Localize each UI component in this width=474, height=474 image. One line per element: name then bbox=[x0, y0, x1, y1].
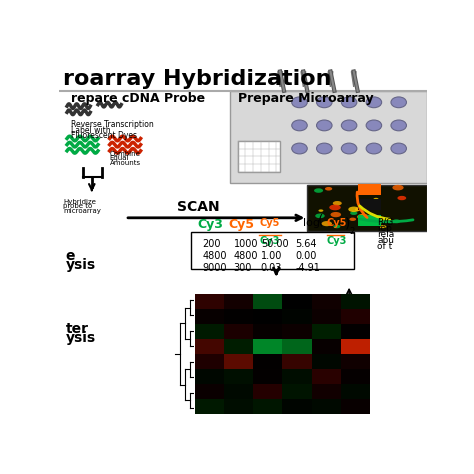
Text: of t: of t bbox=[377, 242, 392, 251]
Text: 0.00: 0.00 bbox=[296, 251, 317, 261]
Ellipse shape bbox=[350, 211, 357, 215]
Ellipse shape bbox=[380, 225, 386, 228]
Text: log: log bbox=[303, 218, 320, 228]
Ellipse shape bbox=[317, 97, 332, 108]
Text: Equal: Equal bbox=[109, 155, 129, 162]
Ellipse shape bbox=[366, 143, 382, 154]
Polygon shape bbox=[278, 72, 283, 87]
Text: Cy5: Cy5 bbox=[327, 218, 347, 228]
Ellipse shape bbox=[292, 143, 307, 154]
Polygon shape bbox=[328, 72, 333, 87]
Ellipse shape bbox=[341, 120, 357, 131]
Ellipse shape bbox=[322, 221, 332, 226]
Text: probe to: probe to bbox=[63, 203, 92, 209]
Text: 50.00: 50.00 bbox=[261, 238, 288, 248]
Text: 1.00: 1.00 bbox=[261, 251, 282, 261]
Bar bbox=[307, 185, 427, 231]
Text: Hybridize: Hybridize bbox=[63, 199, 96, 205]
Text: R/G: R/G bbox=[377, 218, 393, 227]
Text: abu: abu bbox=[377, 237, 394, 245]
Ellipse shape bbox=[292, 120, 307, 131]
Bar bbox=[237, 141, 280, 172]
Polygon shape bbox=[301, 72, 306, 87]
Ellipse shape bbox=[374, 219, 385, 223]
Text: rela: rela bbox=[377, 230, 394, 239]
Ellipse shape bbox=[329, 205, 341, 210]
Ellipse shape bbox=[392, 185, 404, 191]
Ellipse shape bbox=[314, 188, 323, 193]
Ellipse shape bbox=[315, 213, 325, 218]
Bar bbox=[357, 215, 381, 226]
Text: SCAN: SCAN bbox=[177, 200, 220, 214]
Text: Cy3: Cy3 bbox=[260, 237, 280, 246]
Ellipse shape bbox=[330, 212, 341, 217]
Ellipse shape bbox=[341, 143, 357, 154]
Text: Cy5: Cy5 bbox=[228, 218, 255, 231]
Ellipse shape bbox=[391, 97, 406, 108]
Text: 200: 200 bbox=[202, 238, 221, 248]
Text: (: ( bbox=[317, 214, 323, 228]
Ellipse shape bbox=[397, 196, 406, 200]
Bar bbox=[191, 232, 354, 269]
Bar bbox=[357, 200, 381, 210]
Ellipse shape bbox=[341, 97, 357, 108]
Ellipse shape bbox=[348, 207, 359, 212]
Text: roarray Hybridization: roarray Hybridization bbox=[63, 69, 332, 89]
Ellipse shape bbox=[317, 143, 332, 154]
Text: ysis: ysis bbox=[65, 331, 96, 345]
Text: Amounts: Amounts bbox=[109, 160, 141, 166]
Text: 300: 300 bbox=[234, 263, 252, 273]
Ellipse shape bbox=[366, 97, 382, 108]
Polygon shape bbox=[351, 72, 356, 87]
Text: Fluorescent Dyes: Fluorescent Dyes bbox=[71, 131, 137, 140]
Ellipse shape bbox=[355, 208, 362, 211]
Ellipse shape bbox=[366, 120, 382, 131]
Text: Combine: Combine bbox=[109, 151, 140, 157]
Text: Reverse Transcription: Reverse Transcription bbox=[71, 120, 154, 129]
Polygon shape bbox=[230, 91, 427, 183]
Text: Prepare Microarray: Prepare Microarray bbox=[237, 92, 373, 105]
Ellipse shape bbox=[374, 198, 379, 201]
Text: Genes: Genes bbox=[352, 312, 362, 343]
Text: repare cDNA Probe: repare cDNA Probe bbox=[71, 92, 205, 105]
Text: 4800: 4800 bbox=[234, 251, 258, 261]
Text: Cy3: Cy3 bbox=[327, 237, 347, 246]
Text: ysis: ysis bbox=[65, 258, 96, 272]
Text: 9000: 9000 bbox=[202, 263, 227, 273]
Text: e: e bbox=[65, 248, 75, 263]
Text: ter: ter bbox=[65, 322, 89, 336]
Ellipse shape bbox=[319, 210, 323, 212]
Text: Label with: Label with bbox=[71, 126, 110, 135]
Ellipse shape bbox=[349, 218, 356, 221]
Text: rep: rep bbox=[377, 224, 392, 233]
Text: Cy5: Cy5 bbox=[260, 218, 280, 228]
Ellipse shape bbox=[357, 214, 369, 220]
Ellipse shape bbox=[392, 219, 401, 223]
Ellipse shape bbox=[333, 201, 342, 206]
Ellipse shape bbox=[325, 187, 332, 191]
Text: 4800: 4800 bbox=[202, 251, 227, 261]
Ellipse shape bbox=[317, 120, 332, 131]
Ellipse shape bbox=[391, 120, 406, 131]
Text: ): ) bbox=[345, 217, 350, 231]
Text: Experiments: Experiments bbox=[248, 370, 310, 380]
Text: 0.03: 0.03 bbox=[261, 263, 282, 273]
Ellipse shape bbox=[333, 225, 340, 228]
Bar bbox=[357, 184, 381, 195]
Text: Cy3: Cy3 bbox=[198, 218, 223, 231]
Ellipse shape bbox=[391, 143, 406, 154]
Text: microarray: microarray bbox=[63, 208, 101, 214]
Text: 2: 2 bbox=[349, 228, 355, 237]
Text: 1000: 1000 bbox=[234, 238, 258, 248]
Text: -4.91: -4.91 bbox=[296, 263, 320, 273]
Ellipse shape bbox=[292, 97, 307, 108]
Text: 5.64: 5.64 bbox=[296, 238, 317, 248]
